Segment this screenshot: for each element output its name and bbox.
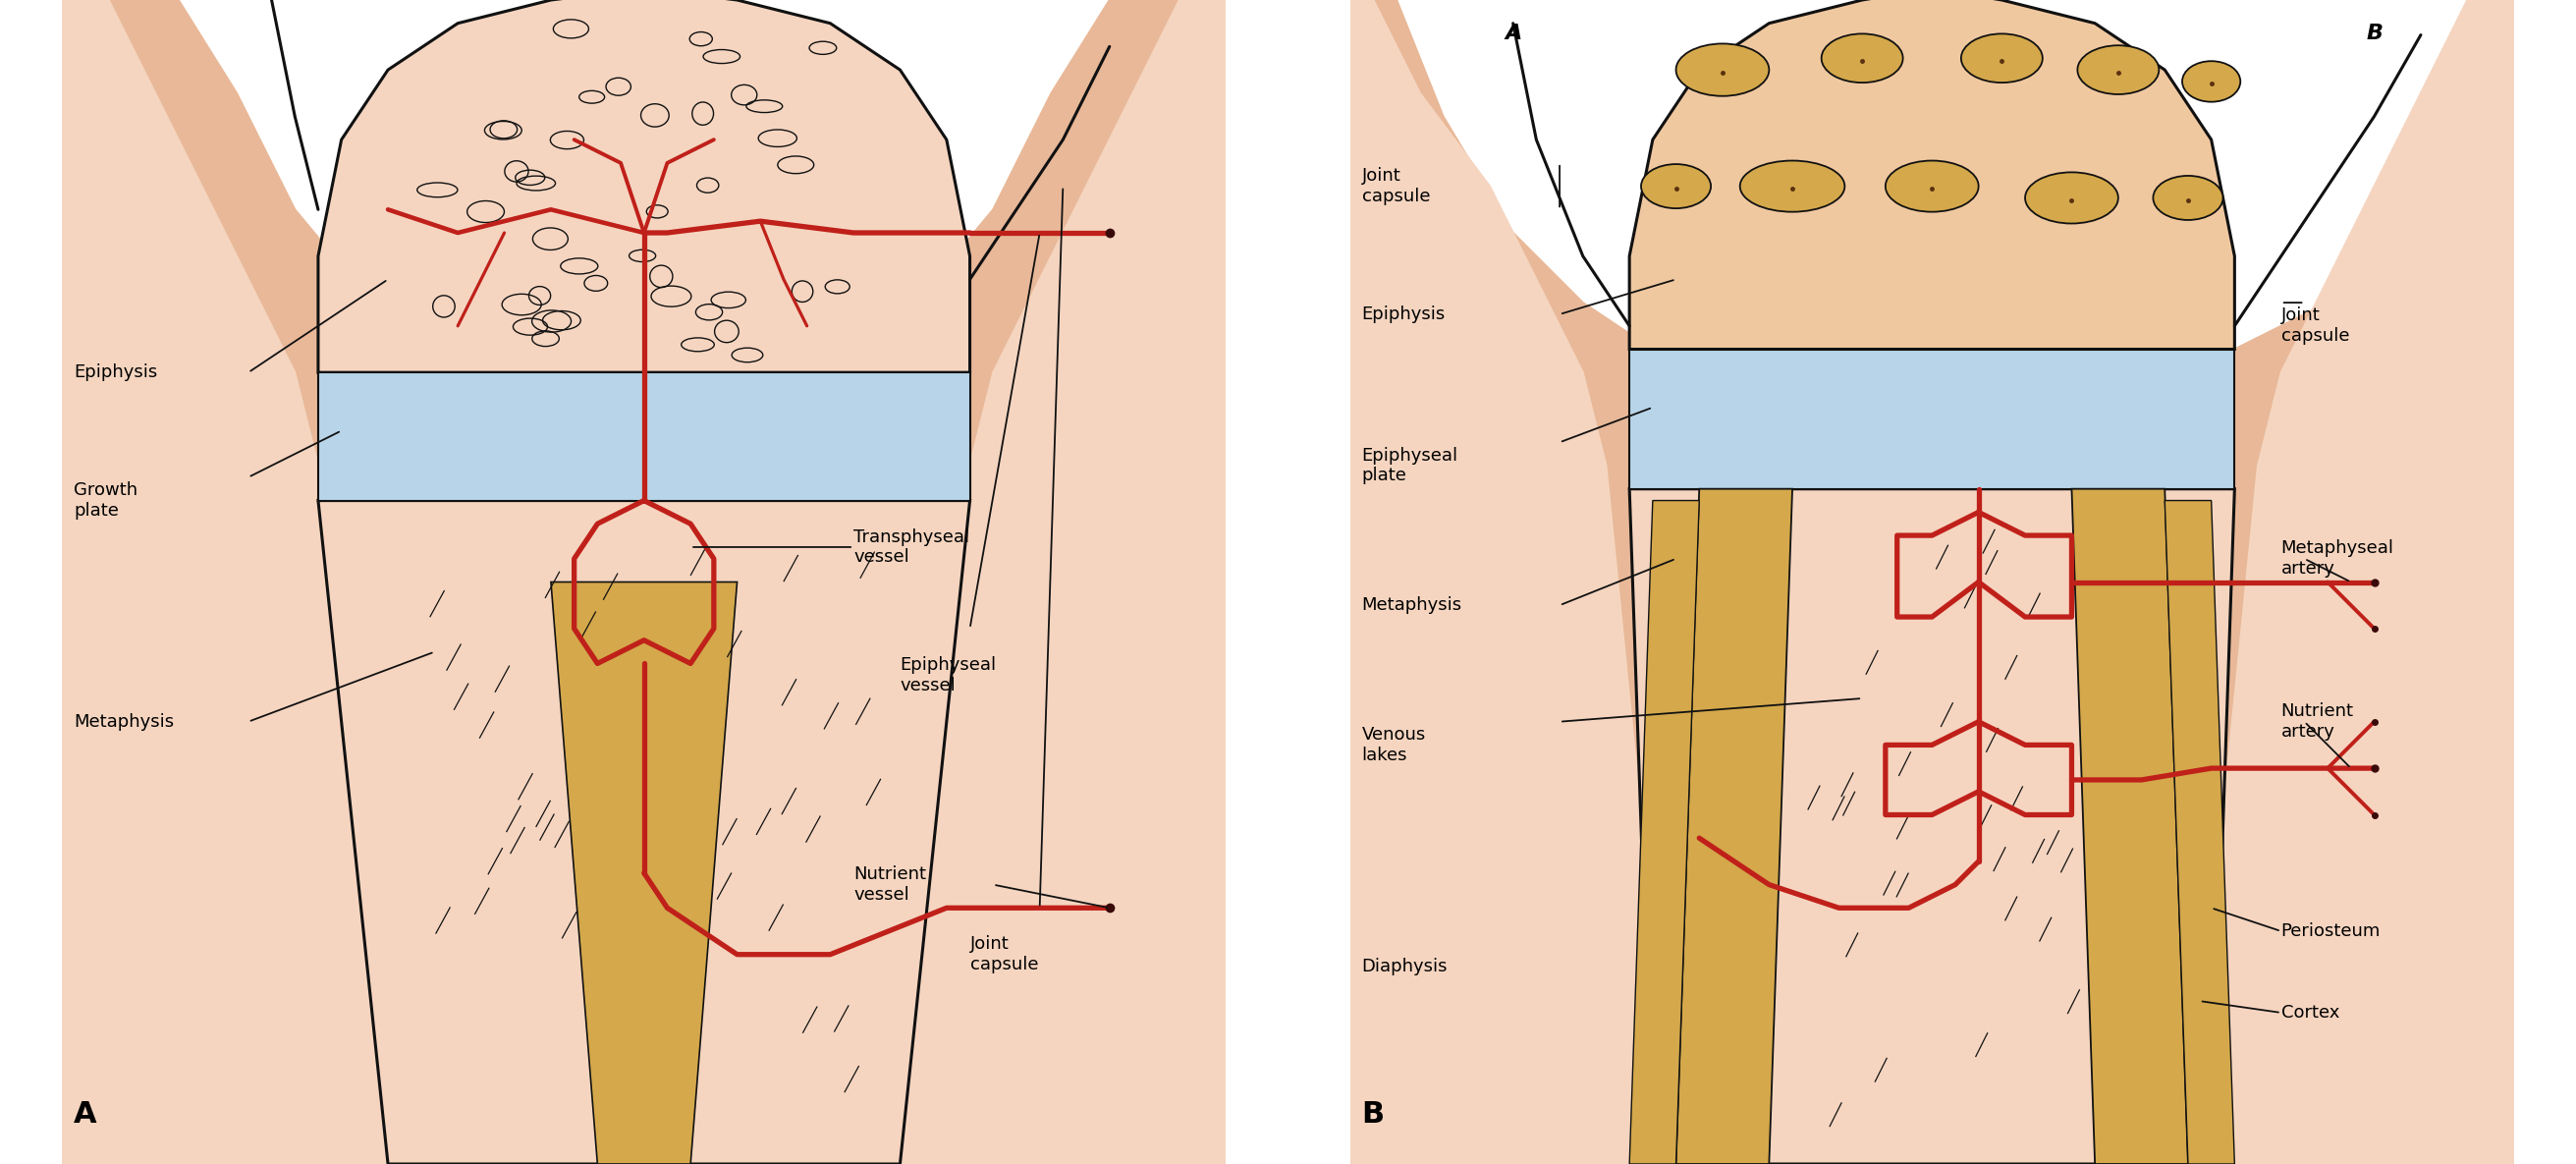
Polygon shape bbox=[319, 372, 969, 501]
Polygon shape bbox=[2210, 0, 2514, 1164]
Text: Cortex: Cortex bbox=[2282, 1003, 2339, 1022]
Text: B: B bbox=[2365, 23, 2383, 43]
Polygon shape bbox=[899, 0, 1226, 1164]
Polygon shape bbox=[1350, 0, 1654, 1164]
Text: A: A bbox=[75, 1101, 98, 1129]
Ellipse shape bbox=[2025, 172, 2117, 223]
Ellipse shape bbox=[1886, 161, 1978, 212]
Polygon shape bbox=[319, 0, 969, 372]
Text: Joint
capsule: Joint capsule bbox=[969, 936, 1038, 973]
Ellipse shape bbox=[1960, 34, 2043, 83]
Text: Nutrient
vessel: Nutrient vessel bbox=[853, 866, 927, 903]
Text: A: A bbox=[1504, 23, 1522, 43]
Polygon shape bbox=[62, 0, 1226, 1164]
Polygon shape bbox=[1631, 0, 2233, 349]
Text: Venous
lakes: Venous lakes bbox=[1363, 726, 1427, 764]
Ellipse shape bbox=[1739, 161, 1844, 212]
Text: Joint
capsule: Joint capsule bbox=[1363, 168, 1430, 205]
Text: Metaphysis: Metaphysis bbox=[75, 712, 175, 731]
Polygon shape bbox=[1631, 501, 1700, 1164]
Text: Diaphysis: Diaphysis bbox=[1363, 957, 1448, 975]
Text: Transphyseal
vessel: Transphyseal vessel bbox=[853, 528, 969, 566]
Text: Metaphysis: Metaphysis bbox=[1363, 596, 1463, 615]
Text: Nutrient
artery: Nutrient artery bbox=[2282, 703, 2354, 740]
Text: Epiphyseal
plate: Epiphyseal plate bbox=[1363, 447, 1458, 484]
Text: Epiphysis: Epiphysis bbox=[75, 363, 157, 382]
Ellipse shape bbox=[2076, 45, 2159, 94]
Polygon shape bbox=[2071, 489, 2187, 1164]
Text: Epiphyseal
vessel: Epiphyseal vessel bbox=[899, 656, 997, 694]
Ellipse shape bbox=[1677, 43, 1770, 97]
Ellipse shape bbox=[2182, 62, 2241, 102]
Polygon shape bbox=[2164, 501, 2233, 1164]
Ellipse shape bbox=[2154, 176, 2223, 220]
Polygon shape bbox=[319, 501, 969, 1164]
Text: B: B bbox=[1363, 1101, 1383, 1129]
Ellipse shape bbox=[1641, 164, 1710, 208]
Polygon shape bbox=[62, 0, 389, 1164]
Text: Joint
capsule: Joint capsule bbox=[2282, 307, 2349, 345]
Text: Periosteum: Periosteum bbox=[2282, 922, 2380, 941]
Text: Metaphyseal
artery: Metaphyseal artery bbox=[2282, 540, 2393, 577]
Text: Growth
plate: Growth plate bbox=[75, 482, 137, 519]
Text: Epiphysis: Epiphysis bbox=[1363, 305, 1445, 324]
Ellipse shape bbox=[1821, 34, 1904, 83]
Polygon shape bbox=[1350, 0, 2514, 1164]
Polygon shape bbox=[1677, 489, 1793, 1164]
Polygon shape bbox=[551, 582, 737, 1164]
Polygon shape bbox=[1631, 349, 2233, 489]
Polygon shape bbox=[1631, 489, 2233, 1164]
